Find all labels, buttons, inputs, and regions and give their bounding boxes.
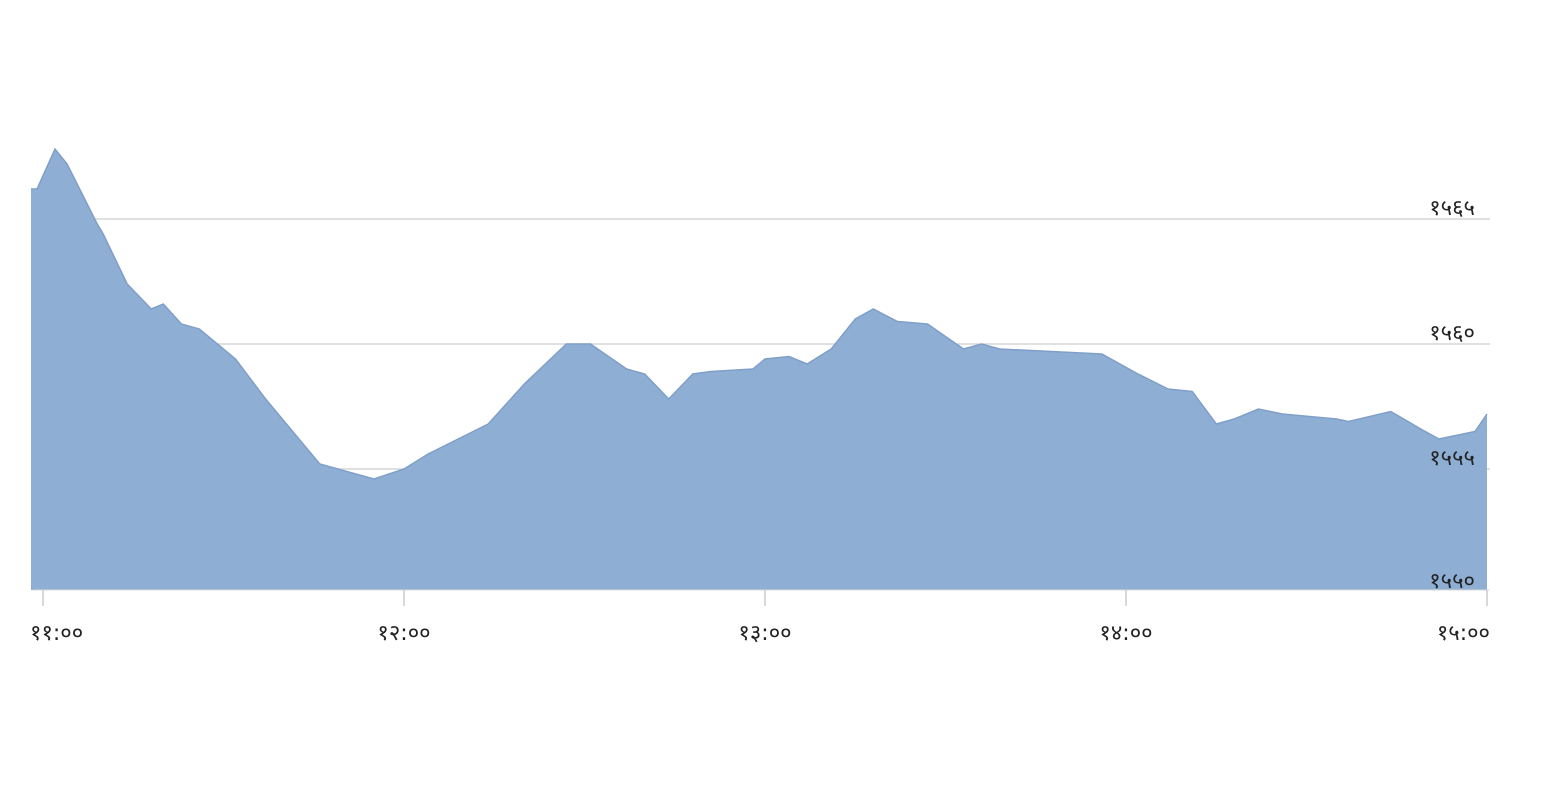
y-tick-label: १५५०	[1429, 569, 1475, 594]
x-tick-label: ११:००	[30, 621, 83, 646]
y-axis: १५६५ १५६० १५५५ १५५०	[1429, 196, 1475, 594]
x-tick-label: १५:००	[1437, 621, 1490, 646]
y-tick-label: १५५५	[1429, 446, 1475, 471]
y-tick-label: १५६५	[1429, 196, 1475, 221]
y-tick-label: १५६०	[1429, 321, 1475, 346]
x-axis: ११:०० १२:०० १३:०० १४:०० १५:००	[30, 590, 1490, 646]
x-tick-label: १४:००	[1099, 621, 1152, 646]
series-area	[31, 149, 1487, 590]
x-tick-label: १३:००	[738, 621, 791, 646]
series-line	[31, 147, 1488, 480]
x-tick-label: १२:००	[377, 621, 430, 646]
